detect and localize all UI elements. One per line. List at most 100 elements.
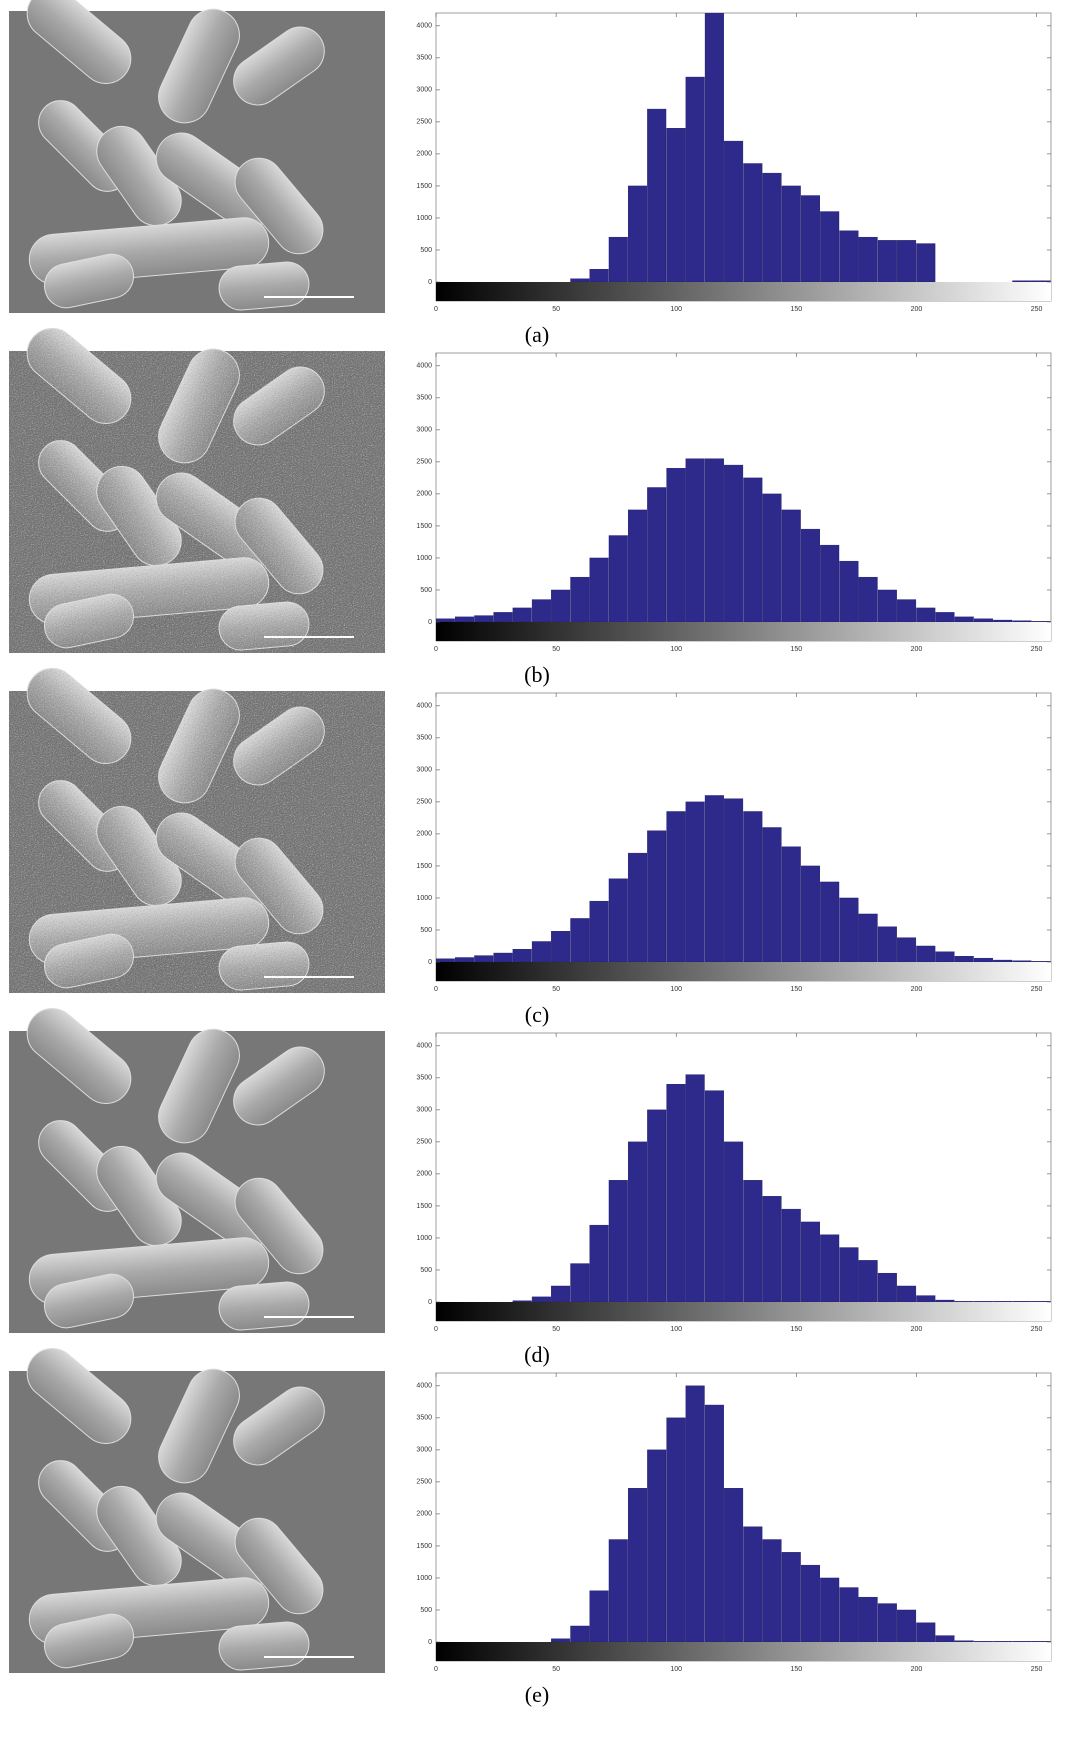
bar	[935, 1299, 955, 1302]
x-tick-label: 100	[670, 646, 682, 653]
y-tick-label: 1000	[416, 1235, 432, 1242]
x-tick-label: 200	[911, 986, 923, 993]
bar	[820, 544, 840, 622]
bar	[993, 959, 1013, 962]
bar	[685, 1074, 705, 1302]
bar	[627, 509, 648, 622]
y-tick-label: 1000	[416, 555, 432, 562]
bar	[877, 589, 897, 622]
bar	[839, 230, 859, 282]
y-tick-label: 3000	[416, 427, 432, 434]
bar	[608, 1539, 628, 1642]
bar	[897, 240, 917, 282]
y-tick-label: 2000	[416, 831, 432, 838]
bar	[858, 1596, 878, 1642]
bar	[685, 1385, 705, 1642]
y-tick-label: 2000	[416, 491, 432, 498]
bar	[993, 1641, 1013, 1642]
bar	[570, 1263, 590, 1302]
y-tick-label: 2000	[416, 1511, 432, 1518]
y-tick-label: 0	[428, 959, 432, 966]
bar	[781, 846, 801, 962]
y-tick-label: 3000	[416, 1107, 432, 1114]
bar	[973, 957, 993, 962]
micrograph-image	[8, 1337, 386, 1674]
micrograph	[8, 1337, 386, 1674]
bar	[704, 1404, 724, 1642]
bar	[954, 1640, 974, 1642]
bars	[436, 458, 1051, 622]
bar	[627, 852, 648, 962]
bar	[493, 612, 513, 622]
bar	[935, 951, 955, 962]
bar	[839, 1247, 859, 1302]
bar	[647, 108, 667, 282]
bar	[839, 1587, 859, 1642]
bar	[897, 599, 917, 622]
bar	[704, 13, 724, 282]
y-tick-label: 500	[420, 927, 432, 934]
y-tick-label: 0	[428, 619, 432, 626]
y-tick-label: 2500	[416, 1479, 432, 1486]
panel-caption: (e)	[525, 1682, 549, 1707]
bar	[954, 956, 974, 962]
bar	[897, 1609, 917, 1642]
y-tick-label: 0	[428, 279, 432, 286]
bar	[916, 1295, 936, 1302]
bar	[762, 172, 782, 282]
bar	[589, 1224, 609, 1302]
y-tick-label: 1500	[416, 183, 432, 190]
bar	[685, 76, 705, 282]
bar	[743, 1526, 763, 1642]
y-tick-label: 500	[420, 587, 432, 594]
bar	[973, 1641, 993, 1642]
bar	[916, 243, 936, 282]
y-tick-label: 1000	[416, 1575, 432, 1582]
y-tick-label: 3000	[416, 1447, 432, 1454]
bar	[1012, 280, 1032, 282]
x-tick-label: 150	[791, 306, 803, 313]
bar	[455, 957, 475, 962]
x-tick-label: 50	[552, 986, 560, 993]
bar	[474, 615, 494, 622]
y-tick-label: 3000	[416, 767, 432, 774]
bar	[685, 458, 705, 622]
micrograph	[8, 997, 386, 1334]
y-tick-label: 1000	[416, 895, 432, 902]
x-tick-label: 0	[434, 646, 438, 653]
bar	[743, 1180, 763, 1302]
bars	[512, 1074, 1051, 1302]
bar	[858, 1260, 878, 1302]
colorbar	[436, 1642, 1051, 1661]
y-tick-label: 500	[420, 247, 432, 254]
bar	[858, 576, 878, 622]
bar	[781, 185, 801, 282]
bar	[666, 1084, 686, 1302]
x-tick-label: 0	[434, 986, 438, 993]
bar	[1012, 1641, 1032, 1642]
bar	[724, 798, 744, 962]
bar	[858, 913, 878, 962]
bars	[570, 13, 1051, 282]
bar	[916, 607, 936, 622]
bar	[531, 1296, 551, 1302]
panel-caption: (a)	[525, 322, 549, 347]
bar	[724, 464, 744, 622]
x-tick-label: 50	[552, 1666, 560, 1673]
x-tick-label: 50	[552, 1326, 560, 1333]
bar	[781, 1208, 801, 1302]
bar	[877, 926, 897, 962]
bar	[647, 1109, 667, 1302]
bar	[551, 589, 571, 622]
bar	[531, 599, 551, 622]
bar	[474, 955, 494, 962]
y-tick-label: 4000	[416, 1043, 432, 1050]
bar	[954, 1301, 974, 1302]
panel-caption: (b)	[524, 662, 550, 687]
x-tick-label: 150	[791, 1666, 803, 1673]
bar	[589, 268, 609, 282]
bar	[589, 1590, 609, 1642]
x-tick-label: 250	[1031, 986, 1043, 993]
micrograph	[8, 317, 386, 654]
bar	[647, 487, 667, 622]
